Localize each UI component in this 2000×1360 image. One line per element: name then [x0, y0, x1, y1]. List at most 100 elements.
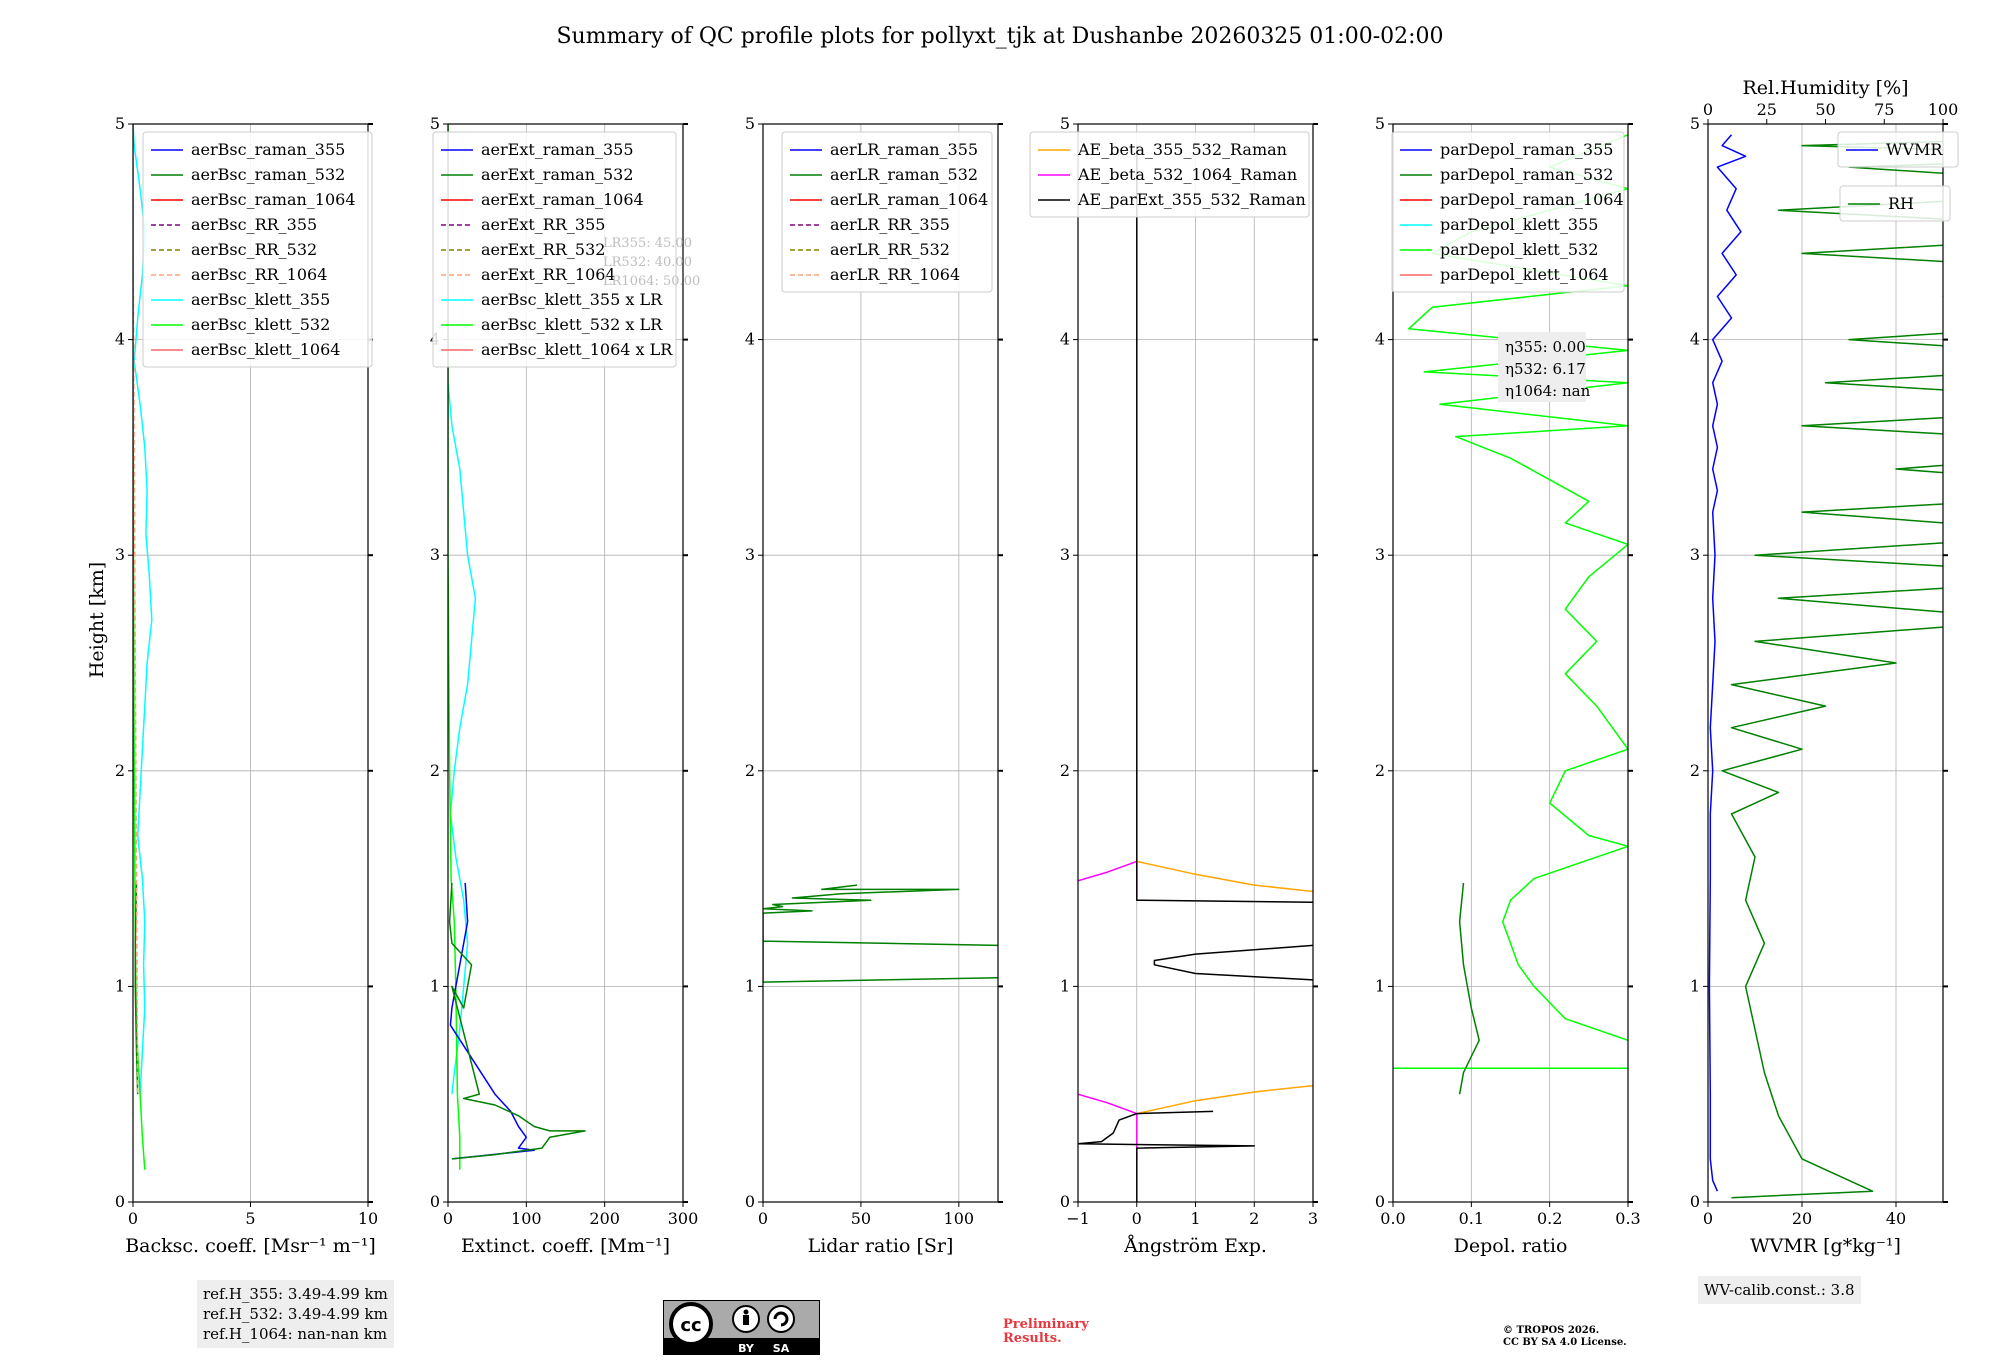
bsc-legend [142, 131, 373, 368]
ext-ytick-label: 1 [430, 976, 440, 995]
panel-depol: 0.0 0.1 0.2 0.3 0 1 2 3 4 5 Depol. ratio parDepol_r… [1375, 114, 1641, 1257]
bsc-xtick-label: 0 [128, 1209, 138, 1228]
ext-legend-label: aerExt_RR_355 [481, 215, 605, 234]
ae-ytick-label: 1 [1060, 976, 1070, 995]
depol-xtick-label: 0.3 [1615, 1209, 1640, 1228]
bsc-legend-label: aerBsc_klett_355 [191, 290, 330, 309]
depol-legend-label: parDepol_klett_355 [1440, 215, 1598, 234]
lr-series-group [763, 884, 998, 983]
panel-wv: 0 20 40 0 1 2 3 4 5 WVMR [g*kg⁻¹] 0 25 50 75 100 Rel.Hu… [1690, 77, 1959, 1257]
depol-legend-label: parDepol_raman_1064 [1440, 190, 1624, 209]
lr-ytick-label: 0 [745, 1192, 755, 1211]
copyright-notice: © TROPOS 2026. CC BY SA 4.0 License. [1503, 1325, 1627, 1349]
panel-lr: 0 50 100 0 1 2 3 4 5 Lidar ratio [Sr] aerLR_raman_… [745, 114, 1003, 1257]
ext-legend [432, 131, 677, 368]
depol-legend [1391, 131, 1625, 293]
ae-ytick-label: 0 [1060, 1192, 1070, 1211]
lr-legend-label: aerLR_raman_532 [830, 165, 978, 184]
ext-series-group [448, 124, 586, 1170]
preliminary-line-2: Results. [1003, 1331, 1062, 1346]
svg-text:cc: cc [680, 1315, 701, 1336]
wv-calib-text: WV-calib.const.: 3.8 [1704, 1281, 1855, 1299]
lr-ytick-label: 4 [745, 330, 755, 349]
bsc-legend-label: aerBsc_RR_355 [191, 215, 317, 234]
depol-xtick-label: 0.1 [1459, 1209, 1484, 1228]
cc-icon [669, 1302, 713, 1346]
wv-xtick-label: 0 [1703, 1209, 1713, 1228]
wv-ytick-label: 2 [1690, 761, 1700, 780]
bsc-ytick-label: 0 [115, 1192, 125, 1211]
wv-calib-box: WV-calib.const.: 3.8 [1698, 1276, 1861, 1304]
ae-series-AE_parExt_355_532_Raman_c [1078, 1110, 1256, 1202]
wv-series-WVMR [1708, 134, 1747, 1192]
ae-series-AE_beta_355_532_Raman_low [1136, 1084, 1313, 1115]
ae-legend-label: AE_beta_355_532_Raman [1077, 140, 1287, 159]
bsc-ytick-label: 2 [115, 761, 125, 780]
lr-xtick-label: 50 [851, 1209, 871, 1228]
wv-xlabel: WVMR [g*kg⁻¹] [1750, 1235, 1901, 1257]
lr-frame [762, 123, 999, 1203]
depol-ytick-label: 1 [1375, 976, 1385, 995]
lr-legend-label: aerLR_RR_355 [830, 215, 950, 234]
depol-frame [1392, 123, 1629, 1203]
copyright-line-2: CC BY SA 4.0 License. [1503, 1337, 1627, 1348]
depol-eta-info: η355: 0.00 [1505, 338, 1586, 356]
ext-lr-info: LR1064: 50.00 [603, 274, 700, 289]
wv-top-xlabel: Rel.Humidity [%] [1742, 77, 1908, 99]
depol-ytick-label: 0 [1375, 1192, 1385, 1211]
preliminary-line-1: Preliminary [1003, 1317, 1089, 1332]
ae-series-AE_beta_532_1064_Raman [1078, 860, 1138, 901]
ext-xtick-label: 300 [668, 1209, 699, 1228]
ext-frame [447, 123, 684, 1203]
ext-legend-label: aerBsc_klett_532 x LR [481, 315, 663, 334]
bsc-ytick-label: 4 [115, 330, 125, 349]
bsc-xlabel: Backsc. coeff. [Msr⁻¹ m⁻¹] [125, 1235, 376, 1257]
height-axis-label: Height [km] [86, 562, 108, 678]
depol-legend-label: parDepol_raman_532 [1440, 165, 1613, 184]
ext-legend-label: aerExt_raman_532 [481, 165, 634, 184]
lr-xlabel: Lidar ratio [Sr] [808, 1235, 954, 1257]
sa-icon [767, 1305, 795, 1333]
ext-legend-label: aerExt_RR_532 [481, 240, 605, 259]
ae-xtick-label: −1 [1066, 1209, 1090, 1228]
depol-series-group [1393, 134, 1628, 1095]
bsc-xtick-label: 5 [245, 1209, 255, 1228]
lr-legend-label: aerLR_RR_1064 [830, 265, 960, 284]
svg-text:BY: BY [738, 1342, 755, 1355]
ext-lr-info: LR532: 40.00 [603, 255, 692, 270]
bsc-ytick-label: 5 [115, 114, 125, 133]
wv-top-xtick-label: 75 [1874, 100, 1894, 119]
ext-ytick-label: 2 [430, 761, 440, 780]
depol-eta-info: η532: 6.17 [1505, 360, 1586, 378]
ext-legend-label: aerBsc_klett_355 x LR [481, 290, 663, 309]
ae-series-AE_parExt_355_532_Raman_b [1153, 944, 1313, 981]
ext-ytick-label: 0 [430, 1192, 440, 1211]
bsc-legend-label: aerBsc_raman_532 [191, 165, 345, 184]
copyright-line-1: © TROPOS 2026. [1503, 1325, 1600, 1336]
ae-ytick-label: 3 [1060, 545, 1070, 564]
wv-top-xtick-label: 0 [1703, 100, 1713, 119]
ref-height-355: ref.H_355: 3.49-4.99 km [203, 1285, 388, 1303]
lr-legend [781, 131, 993, 293]
wv-series-group [1708, 134, 1943, 1199]
ref-height-1064: ref.H_1064: nan-nan km [203, 1325, 388, 1343]
bsc-ytick-label: 3 [115, 545, 125, 564]
ae-ytick-label: 5 [1060, 114, 1070, 133]
preliminary-notice: Preliminary Results. [1003, 1318, 1089, 1346]
ext-lr-info: LR355: 45.00 [603, 236, 692, 251]
bsc-xtick-label: 10 [358, 1209, 378, 1228]
depol-legend-label: parDepol_klett_532 [1440, 240, 1598, 259]
bsc-legend-label: aerBsc_RR_532 [191, 240, 317, 259]
wv-legend-2-label: RH [1888, 194, 1914, 213]
ext-ytick-label: 5 [430, 114, 440, 133]
depol-ytick-label: 2 [1375, 761, 1385, 780]
ref-height-532: ref.H_532: 3.49-4.99 km [203, 1305, 388, 1323]
ae-series-AE_parExt_355_532_Raman [1136, 145, 1313, 904]
ae-series-AE_beta_532_1064_Raman_low [1078, 1093, 1138, 1159]
depol-series-parDepol_raman_532 [1458, 882, 1480, 1095]
lr-xtick-label: 0 [758, 1209, 768, 1228]
figure-title: Summary of QC profile plots for pollyxt_… [556, 24, 1443, 49]
ae-series-group [1078, 145, 1313, 1202]
